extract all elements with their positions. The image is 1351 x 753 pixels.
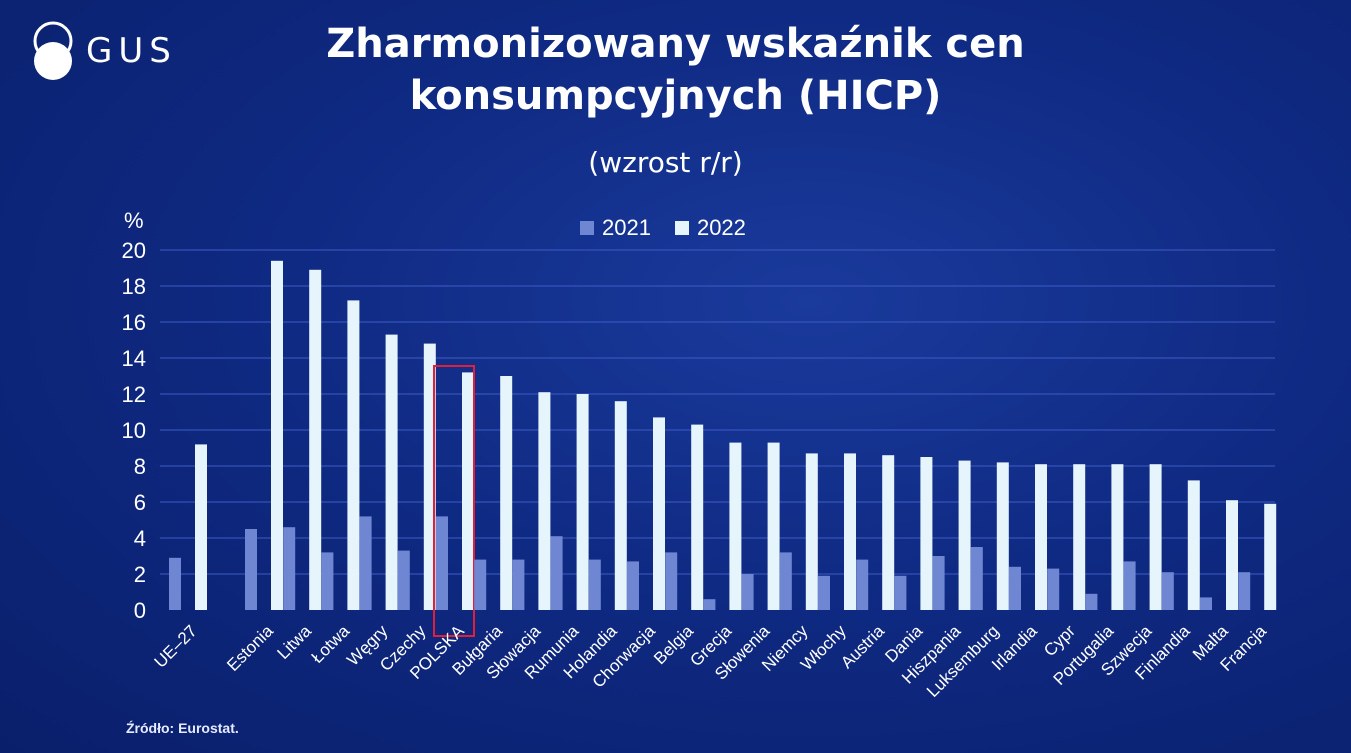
bar-2022-0 (195, 444, 207, 610)
legend-swatch-2022 (674, 221, 689, 235)
y-tick-label: 8 (134, 454, 146, 479)
bar-2021-5 (397, 550, 410, 610)
legend-item-2022: 2022 (674, 215, 746, 241)
bar-2021-18 (894, 575, 907, 610)
bar-2021-2 (283, 527, 296, 610)
bar-2021-16 (818, 575, 830, 610)
bar-2022-15 (805, 453, 818, 610)
x-tick-label: Austria (837, 621, 888, 672)
bar-2022-8 (538, 392, 551, 610)
page-title: Zharmonizowany wskaźnik cen konsumpcyjny… (0, 18, 1351, 122)
gus-logo: GUS (28, 20, 177, 82)
bar-2022-25 (1187, 480, 1200, 610)
y-tick-label: 6 (134, 490, 146, 515)
bar-2021-12 (665, 552, 678, 610)
grid-layer (160, 249, 1275, 575)
bar-2021-14 (741, 574, 754, 610)
bar-2021-25 (1161, 572, 1174, 610)
y-tick-label: 0 (134, 598, 146, 623)
y-axis-ticks: 0 2 4 6 8 10 12 14 16 18 20 (122, 238, 146, 623)
bar-2021-19 (932, 556, 945, 610)
bar-2022-10 (614, 401, 627, 610)
x-tick-label: Litwa (274, 621, 316, 663)
page-subtitle: (wzrost r/r) (588, 146, 743, 179)
y-tick-label: 14 (122, 346, 146, 371)
y-tick-label: 12 (122, 382, 146, 407)
gus-logo-icon (33, 21, 73, 80)
title-line-2: konsumpcyjnych (HICP) (409, 73, 942, 119)
bar-2021-27 (1238, 572, 1251, 610)
title-line-1: Zharmonizowany wskaźnik cen (326, 21, 1025, 67)
bar-2021-17 (856, 559, 869, 610)
bar-2021-10 (588, 559, 601, 610)
bar-2022-21 (1035, 464, 1047, 610)
y-tick-label: 18 (122, 274, 146, 299)
bar-2022-7 (500, 376, 513, 610)
logo-text: GUS (86, 31, 177, 71)
y-tick-label: 4 (134, 526, 146, 551)
bar-2022-20 (996, 462, 1009, 610)
bar-2022-12 (691, 424, 704, 610)
bar-2021-20 (970, 547, 983, 610)
bar-2022-26 (1226, 500, 1238, 610)
x-axis-labels: UE–27 EstoniaLitwaŁotwaWęgryCzechyPOLSKAB… (151, 621, 1271, 701)
bar-2022-2 (309, 269, 322, 610)
bar-2021-6 (436, 516, 448, 610)
bar-2022-16 (844, 453, 856, 610)
bar-2022-27 (1264, 503, 1277, 610)
bar-2021-21 (1009, 566, 1021, 610)
y-tick-label: 20 (122, 238, 146, 263)
chart-legend: 2021 2022 (580, 215, 770, 241)
x-tick-label: Estonia (223, 621, 277, 675)
bar-2022-24 (1149, 464, 1162, 610)
bar-2021-7 (474, 559, 487, 610)
source-note: Źródło: Eurostat. (126, 720, 239, 736)
legend-swatch-2021 (580, 221, 594, 235)
bar-2022-6 (462, 372, 474, 610)
bar-2022-19 (958, 460, 971, 610)
legend-label-2022: 2022 (696, 215, 746, 240)
bar-2022-11 (653, 417, 665, 610)
bar-2021-22 (1047, 568, 1060, 610)
legend-item-2021: 2021 (580, 215, 651, 241)
bar-2022-14 (767, 442, 780, 610)
bar-2021-1 (245, 529, 257, 610)
bar-2021-0 (169, 557, 181, 610)
bar-2021-24 (1123, 561, 1136, 610)
bar-2021-3 (321, 552, 334, 610)
highlight-box-polska (433, 365, 475, 637)
bar-2022-17 (882, 455, 895, 610)
y-tick-label: 16 (122, 310, 146, 335)
x-tick-label: UE–27 (151, 621, 201, 671)
bar-2022-5 (423, 343, 436, 610)
legend-label-2021: 2021 (602, 215, 651, 240)
bar-2021-11 (627, 561, 639, 610)
bar-2021-9 (550, 536, 563, 610)
y-tick-label: 2 (134, 562, 146, 587)
bar-2022-23 (1111, 464, 1124, 610)
bar-2022-18 (920, 457, 933, 610)
y-axis-unit: % (124, 208, 144, 233)
bar-2022-13 (729, 442, 742, 610)
bar-2021-23 (1085, 593, 1098, 610)
bar-2021-13 (703, 599, 716, 610)
bar-2022-22 (1073, 464, 1086, 610)
bar-2022-3 (347, 300, 360, 610)
bar-2022-9 (576, 394, 589, 610)
bars-layer (169, 260, 1277, 637)
bar-2022-4 (385, 334, 398, 610)
bar-2021-4 (359, 516, 372, 610)
bar-2021-8 (512, 559, 525, 610)
bar-2021-26 (1200, 597, 1212, 610)
bar-2022-1 (271, 260, 283, 610)
y-tick-label: 10 (122, 418, 146, 443)
bar-2021-15 (779, 552, 792, 610)
